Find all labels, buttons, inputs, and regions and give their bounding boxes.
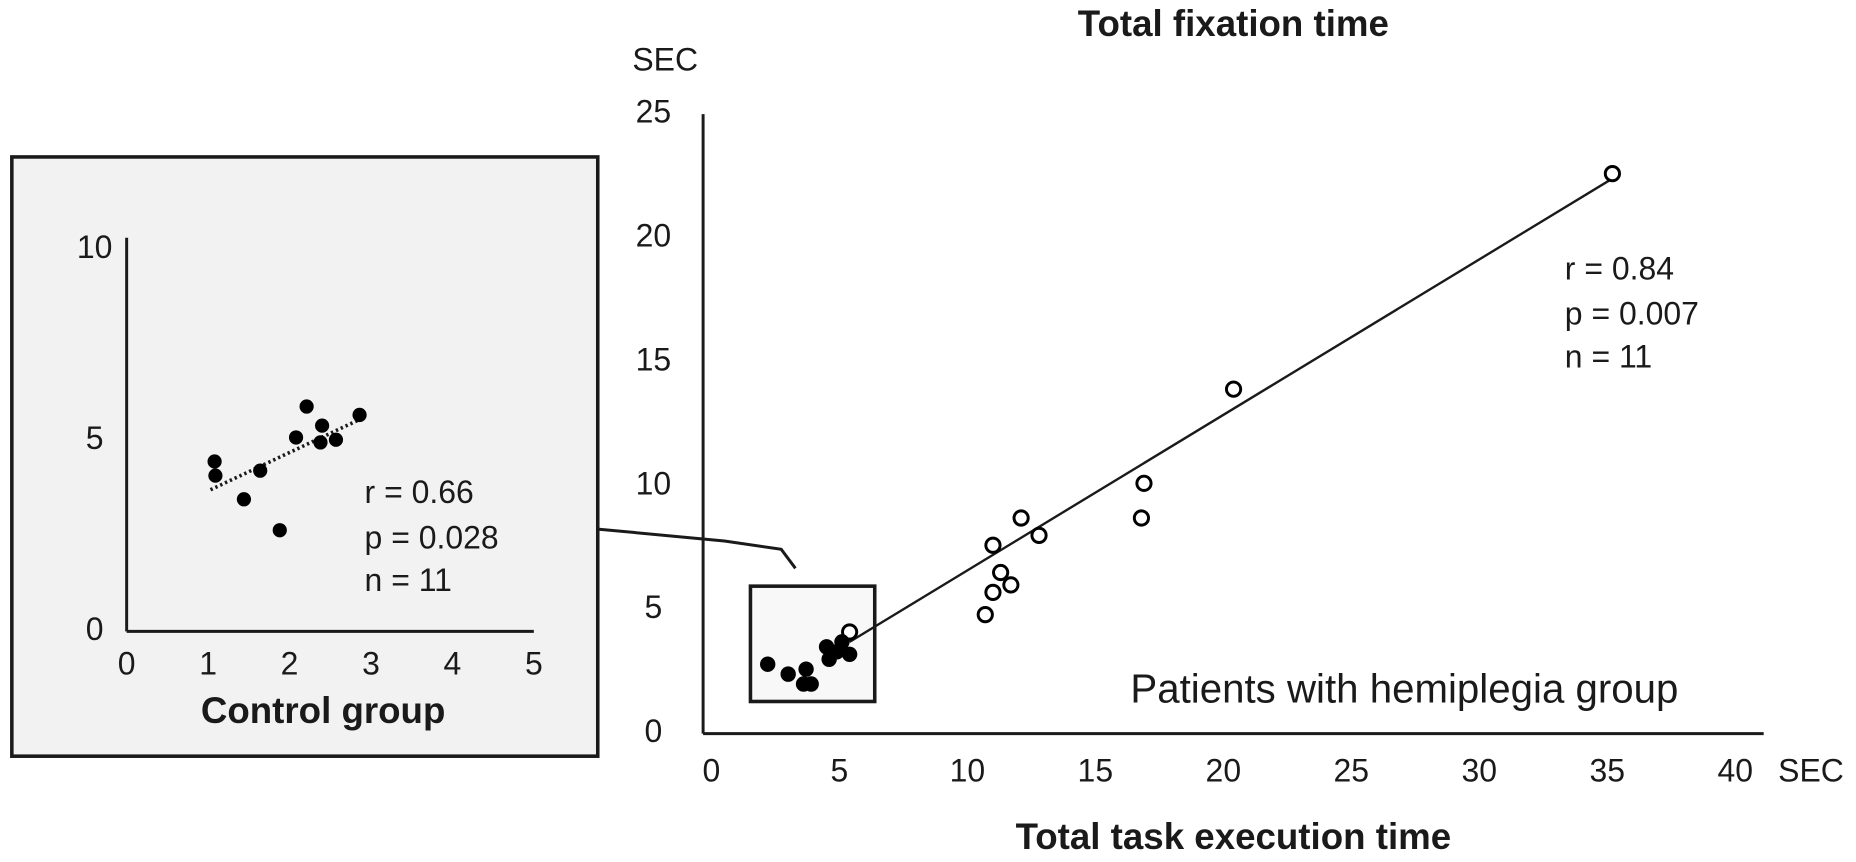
point	[328, 432, 344, 447]
point	[976, 606, 994, 624]
x-axis-unit: SEC	[1778, 752, 1844, 788]
chart-title: Total fixation time	[1078, 3, 1389, 44]
x-tick-label: 30	[1462, 752, 1498, 788]
point	[288, 430, 304, 445]
point	[207, 454, 222, 469]
x-tick-label: 35	[1590, 752, 1626, 788]
point	[841, 646, 858, 663]
y-tick-label: 10	[636, 465, 672, 501]
y-tick-label: 5	[645, 589, 663, 625]
point	[314, 418, 330, 433]
point	[253, 463, 268, 478]
trend-line	[209, 417, 361, 492]
y-tick-label: 10	[77, 229, 113, 265]
x-axis-label: Control group	[201, 690, 445, 731]
y-axis-label: SEC	[632, 41, 698, 77]
point	[1030, 526, 1048, 544]
point	[803, 676, 819, 692]
x-tick-label: 15	[1078, 752, 1114, 788]
x-tick-label: 40	[1717, 752, 1753, 788]
x-tick-label: 0	[118, 645, 136, 681]
x-tick-label: 25	[1334, 752, 1370, 788]
x-tick-label: 5	[830, 752, 848, 788]
point	[208, 468, 223, 483]
point	[272, 523, 287, 538]
annotation: n = 11	[365, 562, 452, 598]
x-tick-label: 10	[950, 752, 986, 788]
point	[1012, 509, 1030, 527]
point	[992, 563, 1010, 582]
y-tick-label: 15	[636, 341, 672, 377]
point	[834, 634, 850, 650]
x-tick-label: 20	[1206, 752, 1242, 788]
point	[236, 492, 252, 507]
point	[299, 399, 314, 414]
point	[352, 407, 367, 423]
trend-line	[848, 177, 1614, 643]
point	[984, 583, 1002, 601]
annotation: p = 0.007	[1565, 296, 1699, 332]
y-tick-label: 0	[86, 611, 104, 647]
annotation: p = 0.028	[365, 519, 499, 555]
x-tick-label: 0	[703, 752, 721, 788]
annotation: r = 0.66	[365, 474, 474, 510]
point	[1224, 380, 1243, 398]
x-tick-label: 2	[281, 645, 299, 681]
x-tick-label: 4	[444, 645, 462, 681]
point	[1135, 474, 1153, 492]
point	[760, 656, 776, 672]
point	[313, 435, 328, 450]
x-axis-label: Total task execution time	[1016, 816, 1452, 857]
x-tick-label: 1	[199, 645, 217, 681]
annotation: n = 11	[1565, 338, 1652, 374]
y-tick-label: 25	[636, 94, 672, 130]
y-tick-label: 5	[86, 420, 104, 456]
point	[1002, 576, 1020, 594]
point	[780, 666, 796, 682]
x-tick-label: 3	[362, 645, 380, 681]
y-tick-label: 0	[645, 713, 663, 749]
point	[984, 536, 1002, 554]
annotation: r = 0.84	[1565, 251, 1674, 287]
point	[798, 661, 814, 677]
point	[1132, 509, 1150, 527]
x-tick-label: 5	[525, 645, 543, 681]
connector	[597, 527, 797, 570]
inset-panel	[10, 155, 600, 758]
annotation: Patients with hemiplegia group	[1130, 666, 1678, 712]
y-tick-label: 20	[636, 217, 672, 253]
point	[1603, 164, 1621, 183]
